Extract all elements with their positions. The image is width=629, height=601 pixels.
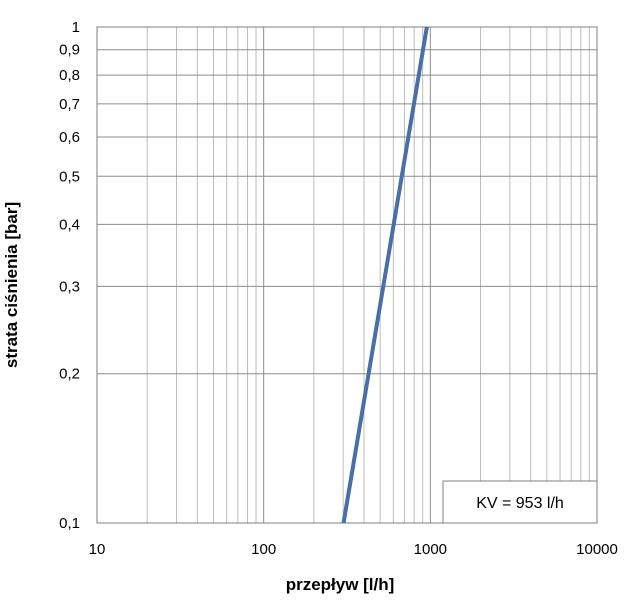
y-tick-label: 1 <box>72 19 80 36</box>
x-tick-label: 10000 <box>576 541 618 558</box>
y-axis-ticks: 0,1 0,2 0,3 0,4 0,5 0,6 0,7 0,8 0,9 1 <box>59 19 80 532</box>
kv-annotation-box <box>442 480 598 524</box>
y-tick-label: 0,6 <box>59 129 80 146</box>
y-tick-label: 0,4 <box>59 216 80 233</box>
y-tick-label: 0,9 <box>59 42 80 59</box>
x-tick-label: 100 <box>251 541 276 558</box>
series-line <box>341 26 429 524</box>
y-tick-label: 0,2 <box>59 366 80 383</box>
kv-annotation: KV = 953 l/h <box>442 480 598 524</box>
y-tick-label: 0,5 <box>59 168 80 185</box>
x-tick-label: 1000 <box>414 541 447 558</box>
y-tick-label: 0,3 <box>59 278 80 295</box>
series-layer <box>341 26 429 524</box>
plot-area-border <box>96 26 598 524</box>
y-tick-label: 0,8 <box>59 67 80 84</box>
kv-annotation-text: KV = 953 l/h <box>476 495 564 512</box>
x-tick-label: 10 <box>89 541 106 558</box>
y-tick-label: 0,1 <box>59 515 80 532</box>
x-axis-ticks: 10 100 1000 10000 <box>89 541 618 558</box>
y-axis-title: strata ciśnienia [bar] <box>2 202 21 368</box>
grid <box>97 27 597 523</box>
x-axis-title: przepływ [l/h] <box>286 575 395 594</box>
y-tick-label: 0,7 <box>59 96 80 113</box>
